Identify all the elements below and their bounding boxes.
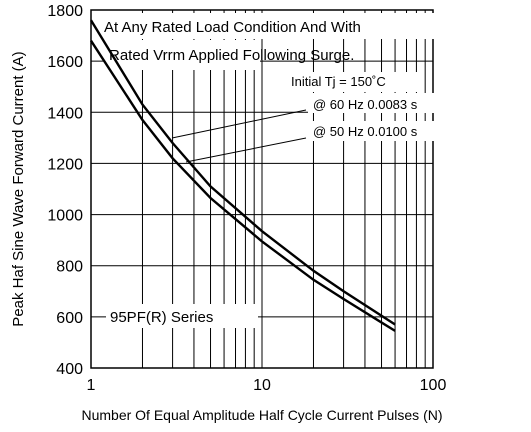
plot-frame (90, 9, 434, 369)
series-line-60hz (89, 19, 396, 326)
y-tick-label: 1200 (47, 156, 83, 173)
tick-labels: 400 600 800 1000 1200 1400 1600 1800 1 10 100 (47, 3, 446, 394)
series-name-label: 95PF(R) Series (110, 309, 213, 326)
y-axis-title: Peak Haf Sine Wave Forward Current (A) (10, 51, 27, 326)
condition-line-1: At Any Rated Load Condition And With (104, 19, 361, 36)
y-tick-label: 800 (56, 259, 83, 276)
initial-tj-label: Initial Tj = 150˚C (291, 74, 386, 89)
tj-box (284, 72, 424, 92)
x-tick-label: 100 (420, 377, 447, 394)
y-tick-label: 600 (56, 310, 83, 327)
y-tick-label: 400 (56, 361, 83, 378)
leader-50hz (185, 137, 307, 163)
series-line-50hz (89, 40, 396, 332)
condition-box-1 (99, 13, 434, 39)
series-60hz-label: @ 60 Hz 0.0083 s (313, 97, 418, 112)
condition-box-2 (105, 40, 260, 70)
y-tick-label: 1400 (47, 105, 83, 122)
series-50hz-label: @ 50 Hz 0.0100 s (313, 124, 418, 139)
y-tick-label: 1000 (47, 208, 83, 225)
y-tick-label: 1800 (47, 3, 83, 20)
y-tick-label: 1600 (47, 54, 83, 71)
label60-box (308, 93, 443, 113)
x-tick-label: 1 (87, 377, 96, 394)
series-name-box (106, 304, 258, 328)
leader-60hz (171, 109, 307, 139)
series-curves (89, 19, 396, 332)
condition-line-2: Rated Vrrm Applied Following Surge. (109, 47, 354, 64)
x-tick-label: 10 (253, 377, 271, 394)
label50-box (308, 121, 443, 141)
x-axis-title: Number Of Equal Amplitude Half Cycle Cur… (81, 407, 442, 423)
